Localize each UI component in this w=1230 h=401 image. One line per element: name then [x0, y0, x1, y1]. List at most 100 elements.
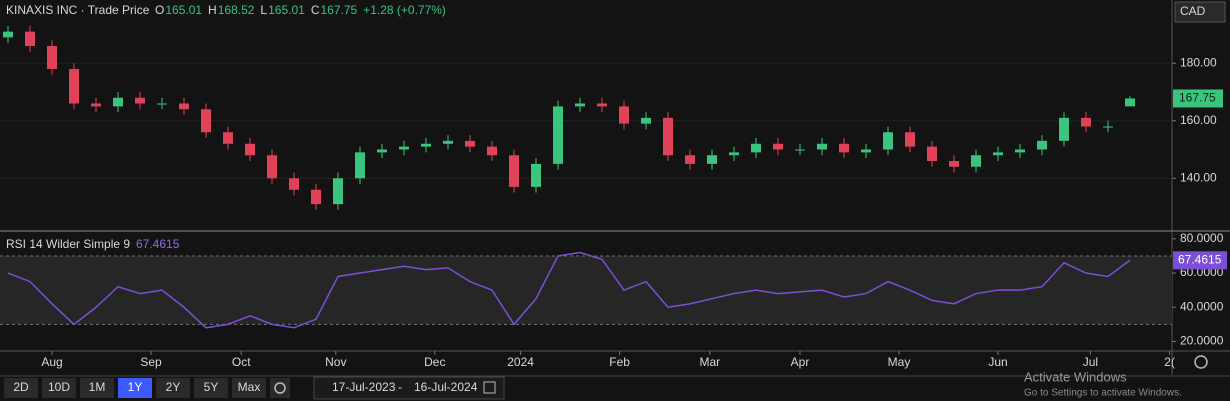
- candle-body: [267, 155, 277, 179]
- x-tick-label: Oct: [232, 355, 251, 369]
- candle-body: [245, 143, 255, 156]
- candle-body: [1037, 140, 1047, 150]
- y-tick-label: 40.0000: [1180, 299, 1224, 313]
- candle-body: [135, 97, 145, 104]
- range-label[interactable]: 1M: [89, 380, 106, 394]
- ohlc-value: 165.01: [165, 3, 202, 17]
- candle-body: [1103, 126, 1113, 128]
- candle-body: [289, 178, 299, 190]
- calendar-icon[interactable]: [483, 381, 496, 394]
- gear-icon: [274, 382, 286, 394]
- candle-body: [531, 163, 541, 187]
- chart-settings-button[interactable]: [270, 378, 290, 398]
- ohlc-key: O: [155, 3, 164, 17]
- candle-body: [1081, 117, 1091, 127]
- candle-body: [773, 143, 783, 150]
- range-button[interactable]: [156, 378, 190, 398]
- candle-body: [69, 69, 79, 104]
- range-button[interactable]: [118, 378, 152, 398]
- watermark-title: Activate Windows: [1024, 369, 1127, 384]
- candle-body: [223, 132, 233, 144]
- x-tick-label: Feb: [609, 355, 630, 369]
- ohlc-value: 167.75: [320, 3, 357, 17]
- range-label[interactable]: Max: [238, 380, 261, 394]
- candle-body: [949, 161, 959, 167]
- x-tick-label: Dec: [424, 355, 445, 369]
- candle-body: [971, 155, 981, 167]
- range-label[interactable]: 1Y: [128, 380, 143, 394]
- ohlc-value: 168.52: [218, 3, 255, 17]
- candle-body: [553, 106, 563, 164]
- candle-body: [905, 132, 915, 147]
- range-button[interactable]: [194, 378, 228, 398]
- range-button[interactable]: [42, 378, 76, 398]
- candle-body: [751, 143, 761, 153]
- rsi-line: [7, 251, 1131, 329]
- currency[interactable]: CAD: [1180, 4, 1206, 18]
- x-tick-label: Sep: [140, 355, 162, 369]
- x-tick-label: Apr: [791, 355, 810, 369]
- range-button[interactable]: [232, 378, 266, 398]
- candle-body: [1059, 117, 1069, 141]
- date-to[interactable]: 16-Jul-2024: [414, 380, 478, 394]
- rsi-value-box: [1173, 251, 1227, 270]
- range-label[interactable]: 10D: [48, 380, 70, 394]
- currency-box[interactable]: [1174, 1, 1226, 23]
- candle-body: [333, 178, 343, 205]
- y-tick-label: 160.00: [1180, 113, 1217, 127]
- date-range-box[interactable]: [313, 376, 505, 400]
- range-label[interactable]: 2Y: [166, 380, 181, 394]
- instrument-title: KINAXIS INC · Trade Price: [6, 3, 150, 17]
- watermark-text: Go to Settings to activate Windows.: [1024, 388, 1182, 399]
- candle-body: [157, 103, 167, 105]
- date-from[interactable]: 17-Jul-2023: [332, 380, 396, 394]
- candle-body: [47, 46, 57, 69]
- toolbar: 2D 10D 1M 1Y 2Y 5Y Max 17-Jul-2023-16-Jul-2024: [4, 376, 505, 400]
- x-tick-label: 2(: [1164, 355, 1175, 369]
- ohlc-change: +1.28 (+0.77%): [363, 3, 446, 17]
- candle-body: [993, 152, 1003, 156]
- date-separator: -: [398, 380, 402, 394]
- y-tick-label: 80.0000: [1180, 231, 1224, 245]
- ohlc-legend: O 165.01 H 168.52 L 165.01 C 167.75 +1.28 (+0.77…: [155, 3, 446, 17]
- candle-body: [861, 149, 871, 153]
- x-tick-label: Mar: [699, 355, 720, 369]
- candle-body: [91, 103, 101, 107]
- range-label[interactable]: 5Y: [204, 380, 219, 394]
- y-tick-label: 20.0000: [1180, 334, 1224, 348]
- candle-body: [663, 117, 673, 156]
- rsi-band: [0, 255, 1172, 325]
- candle-body: [795, 149, 805, 151]
- rsi-value: 67.4615: [136, 237, 180, 251]
- candle-body: [377, 149, 387, 153]
- last-price-box: [1173, 89, 1223, 108]
- range-button[interactable]: [80, 378, 114, 398]
- candle-body: [443, 140, 453, 144]
- settings-icon[interactable]: [1194, 355, 1208, 369]
- candle-body: [25, 31, 35, 46]
- candle-body: [817, 143, 827, 150]
- y-tick-label: 140.00: [1180, 170, 1217, 184]
- candle-body: [729, 152, 739, 156]
- candle-body: [927, 146, 937, 161]
- candle-body: [1125, 98, 1135, 107]
- ohlc-key: C: [311, 3, 320, 17]
- x-tick-label: May: [888, 355, 911, 369]
- candle-body: [619, 106, 629, 124]
- x-tick-label: Jun: [988, 355, 1007, 369]
- candle-body: [839, 143, 849, 153]
- rsi-value-label: 67.4615: [1178, 252, 1222, 266]
- x-tick-label: Aug: [41, 355, 62, 369]
- candle-body: [421, 143, 431, 147]
- range-button[interactable]: [4, 378, 38, 398]
- candle-body: [201, 109, 211, 133]
- x-tick-label: Jul: [1083, 355, 1098, 369]
- candle-body: [465, 140, 475, 147]
- candle-body: [355, 152, 365, 179]
- range-label[interactable]: 2D: [13, 380, 29, 394]
- y-tick-label: 180.00: [1180, 55, 1217, 69]
- candle-body: [311, 189, 321, 205]
- ohlc-key: L: [260, 3, 267, 17]
